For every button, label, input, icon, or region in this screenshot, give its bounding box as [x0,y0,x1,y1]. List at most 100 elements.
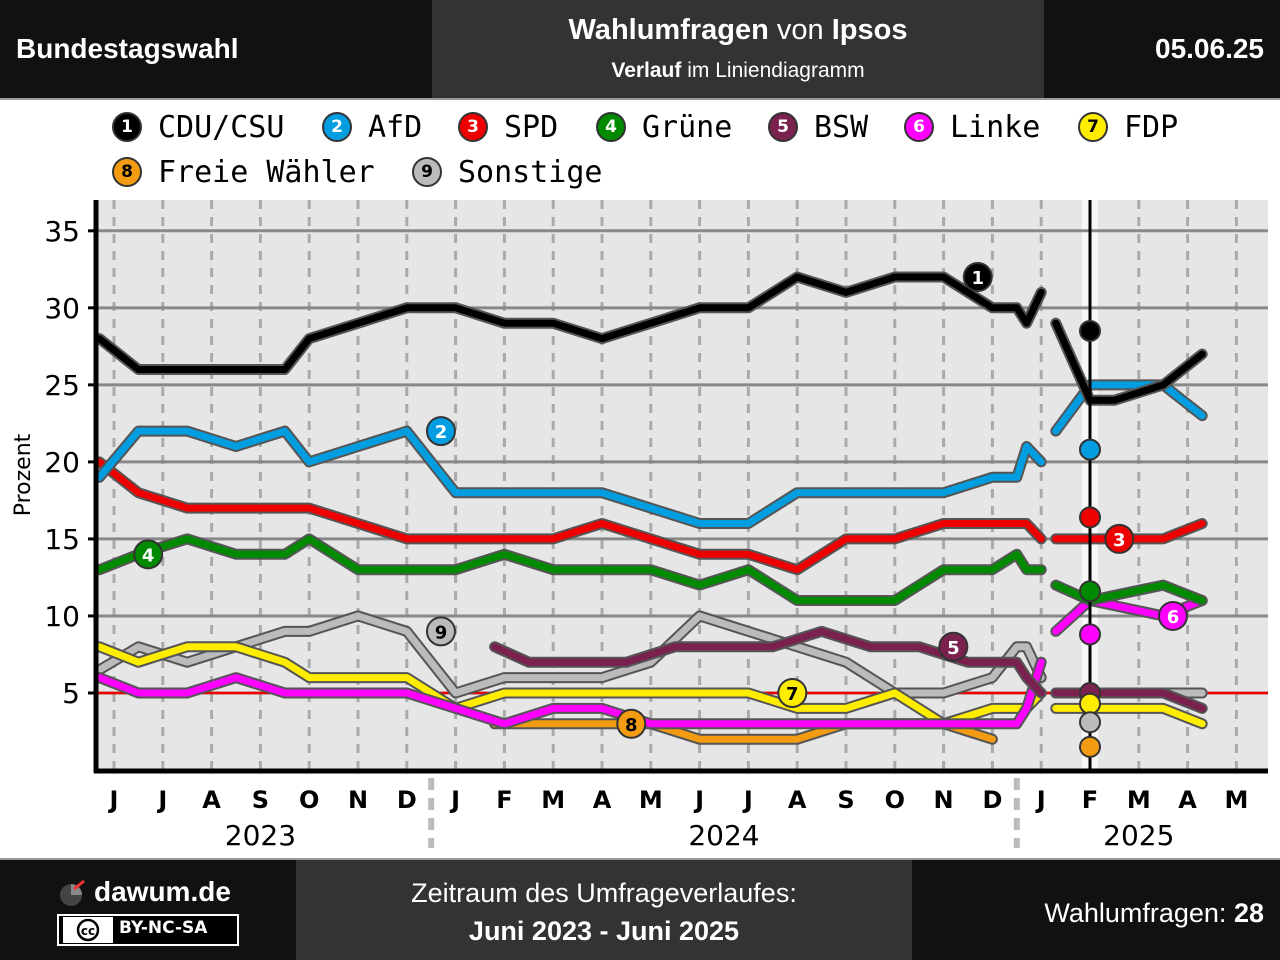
legend-label: Linke [950,110,1041,145]
x-tick-label: M [1127,786,1151,814]
x-tick-label: A [788,786,807,814]
series-label-number: 9 [435,622,448,643]
series-line-2 [95,427,1045,527]
legend-marker: 6 [904,112,934,142]
x-tick-label: A [202,786,221,814]
x-tick-label: J [108,786,119,814]
x-tick-label: J [693,786,704,814]
series-label-marker-9 [425,616,456,647]
legend-label: CDU/CSU [158,110,285,145]
footer-center: Zeitraum des Umfrageverlaufes: Juni 2023… [296,860,912,960]
header-left: Bundestagswahl [0,0,432,98]
x-tick-label: D [397,786,417,814]
series-label-marker-8 [616,708,647,739]
legend-marker: 7 [1078,112,1108,142]
result-point-4 [1079,580,1101,603]
series-label-marker-1 [962,262,993,293]
chart-title: Wahlumfragen von Ipsos [568,14,908,46]
series-line-2 [1052,381,1206,435]
series-line-1 [95,273,1045,373]
series-label-marker-5 [938,631,969,662]
chart-subtitle: Verlauf im Liniendiagramm [611,59,865,82]
series-line-1 [1052,319,1206,404]
x-tick-label: S [837,786,854,814]
series-label-marker-4 [133,539,164,570]
svg-text:cc: cc [81,924,95,938]
license-badge[interactable]: cc BY-NC-SA [57,914,239,946]
legend-marker: 8 [112,157,142,187]
legend-label: FDP [1124,110,1179,145]
cc-icon: cc [63,917,113,943]
x-tick-label: F [1082,786,1098,814]
license-text: BY-NC-SA [119,918,208,938]
result-point-2 [1079,438,1101,461]
poll-count: Wahlumfragen: 28 [1044,898,1264,928]
header-bar: Bundestagswahl Wahlumfragen von Ipsos Ve… [0,0,1280,98]
series-label-number: 5 [947,638,960,659]
header-right: 05.06.25 [1044,0,1280,98]
x-tick-label: J [742,786,753,814]
year-label: 2024 [688,819,759,852]
result-point-1 [1079,319,1101,342]
footer-right: Wahlumfragen: 28 [912,860,1280,960]
series-label-marker-6 [1157,600,1188,631]
series-label-number: 8 [625,715,638,736]
legend-label: Freie Wähler [158,155,375,190]
series-label-number: 6 [1167,607,1180,628]
y-tick-label: 25 [44,369,80,402]
series-line-3 [95,458,1045,574]
legend-label: Sonstige [458,155,603,190]
header-divider [0,98,1280,100]
series-line-4 [1052,581,1206,604]
result-point-8 [1079,735,1101,758]
legend-marker: 9 [412,157,442,187]
header-center: Wahlumfragen von Ipsos Verlauf im Linien… [432,0,1044,98]
x-tick-label: A [1178,786,1197,814]
x-tick-label: O [299,786,319,814]
legend-marker: 3 [458,112,488,142]
x-tick-label: J [449,786,460,814]
result-point-3 [1079,506,1101,529]
election-title: Bundestagswahl [16,33,239,64]
y-tick-label: 5 [62,677,80,710]
x-tick-label: N [934,786,954,814]
result-point-7 [1079,692,1101,715]
date-label: 05.06.25 [1155,33,1264,64]
legend-marker: 1 [112,112,142,142]
legend-marker: 5 [768,112,798,142]
footer-divider [0,858,1280,860]
series-label-marker-3 [1104,523,1135,554]
legend-marker: 2 [322,112,352,142]
legend-label: SPD [504,110,559,145]
y-tick-label: 10 [44,600,80,633]
legend-label: AfD [368,110,423,145]
x-tick-label: M [639,786,663,814]
x-tick-label: N [348,786,368,814]
y-axis-label: Prozent [11,433,36,516]
x-tick-label: J [1035,786,1046,814]
series-label-number: 3 [1113,530,1126,551]
period-value: Juni 2023 - Juni 2025 [468,916,740,946]
series-label-number: 7 [786,684,799,705]
footer-bar: dawum.de Zeitraum des Umfrageverlaufes: … [0,860,1280,960]
series-label-number: 4 [142,545,155,566]
series-line-9 [95,612,1045,697]
y-tick-label: 20 [44,446,80,479]
year-label: 2025 [1103,819,1174,852]
series-label-marker-7 [777,677,808,708]
x-tick-label: J [156,786,167,814]
brand-name: dawum.de [94,876,231,907]
plot-background [96,200,1268,770]
series-line-6 [95,658,1045,728]
series-line-5 [1052,689,1206,712]
year-label: 2023 [225,819,296,852]
x-tick-label: O [885,786,905,814]
legend-label: Grüne [642,110,733,145]
result-point-6 [1079,623,1101,646]
x-tick-label: F [496,786,512,814]
x-tick-label: A [593,786,612,814]
period-label: Zeitraum des Umfrageverlaufes: [411,878,797,908]
legend-marker: 4 [596,112,626,142]
series-label-marker-2 [425,416,456,447]
